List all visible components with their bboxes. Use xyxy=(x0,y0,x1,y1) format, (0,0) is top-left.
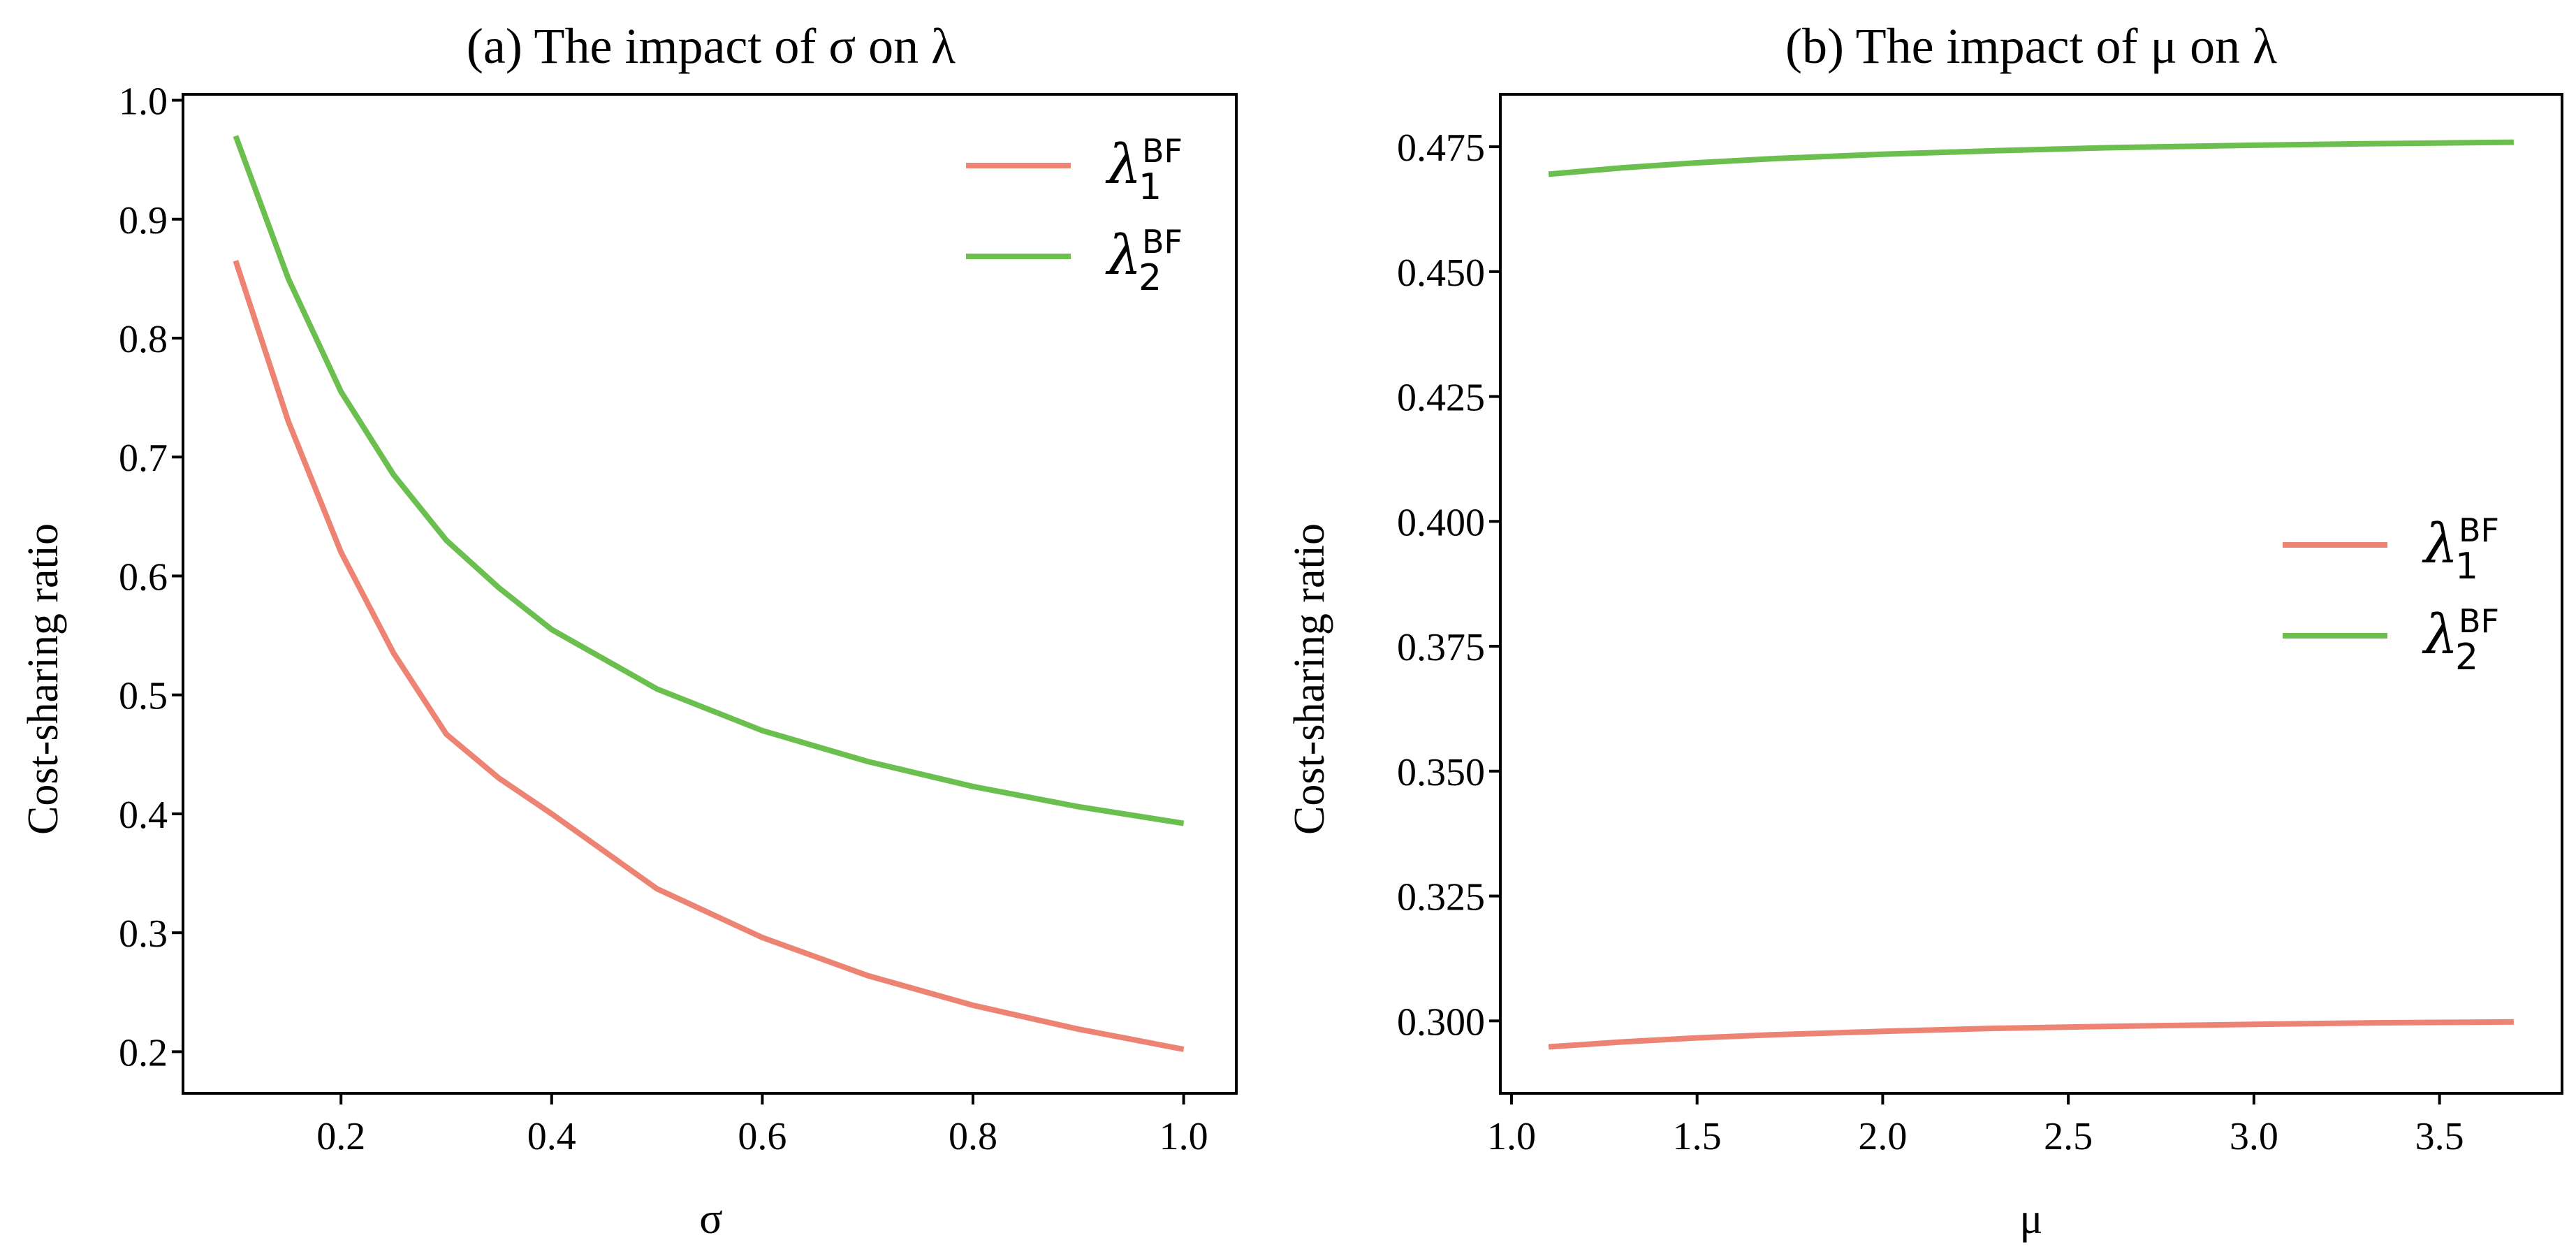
x-tick-label: 2.0 xyxy=(1858,1115,1907,1158)
legend-a-sub-2: 2 xyxy=(1139,257,1162,299)
x-tick-label: 1.5 xyxy=(1673,1115,1722,1158)
legend-b-symbol-1: λ xyxy=(2422,513,2458,576)
legend-b-sub-1: 1 xyxy=(2455,546,2478,588)
x-tick-label: 0.8 xyxy=(949,1115,997,1158)
y-tick-label: 0.475 xyxy=(1397,126,1485,170)
panel-b-title: (b) The impact of μ on λ xyxy=(1785,18,2277,74)
panel-a-xlabel: σ xyxy=(699,1195,722,1243)
series-line-2 xyxy=(233,135,1185,826)
panel-a-legend: λ BF 1 λ BF 2 xyxy=(966,132,1183,299)
panel-b: (b) The impact of μ on λ μ Cost-sharing … xyxy=(1286,18,2563,1243)
panel-a-frame xyxy=(182,93,1238,1095)
panel-b-ticks: 1.0 1.5 2.0 2.5 3.0 3.5 0.300 0.325 0.350 0.375 0.… xyxy=(1397,126,2464,1158)
y-tick-label: 0.325 xyxy=(1397,876,1485,919)
legend-a-sup-2: BF xyxy=(1142,223,1183,261)
panel-a-title: (a) The impact of σ on λ xyxy=(467,18,956,74)
x-tick-label: 0.2 xyxy=(316,1115,365,1158)
y-tick-label: 0.6 xyxy=(119,555,168,599)
x-tick-label: 0.6 xyxy=(738,1115,786,1158)
y-tick-label: 0.4 xyxy=(119,794,168,837)
y-tick-label: 0.3 xyxy=(119,912,168,956)
y-tick-label: 0.7 xyxy=(119,437,168,480)
series-line-2 xyxy=(1548,139,2514,177)
y-tick-label: 1.0 xyxy=(119,80,168,124)
y-tick-label: 0.425 xyxy=(1397,377,1485,420)
panel-b-ylabel: Cost-sharing ratio xyxy=(1286,523,1333,835)
y-tick-label: 0.450 xyxy=(1397,251,1485,295)
x-tick-label: 1.0 xyxy=(1159,1115,1208,1158)
legend-b-sup-2: BF xyxy=(2459,602,2499,640)
panel-b-legend: λ BF 1 λ BF 2 xyxy=(2283,511,2499,678)
x-tick-label: 3.5 xyxy=(2415,1115,2464,1158)
panel-a-lines xyxy=(233,135,1185,1052)
legend-b-symbol-2: λ xyxy=(2422,604,2458,666)
y-tick-label: 0.8 xyxy=(119,318,168,361)
legend-a-symbol-2: λ xyxy=(1105,224,1141,287)
panel-a-ticks: 0.2 0.4 0.6 0.8 1.0 0.2 0.3 0.4 0.5 0.6 0.7 0.8 0.9 1… xyxy=(119,80,1208,1158)
y-tick-label: 0.400 xyxy=(1397,501,1485,544)
panel-b-xlabel: μ xyxy=(2019,1195,2042,1243)
panel-b-lines xyxy=(1548,139,2514,1050)
panel-a: (a) The impact of σ on λ σ Cost-sharing … xyxy=(20,18,1238,1243)
legend-a-symbol-1: λ xyxy=(1105,133,1141,196)
x-tick-label: 0.4 xyxy=(527,1115,576,1158)
panel-b-frame xyxy=(1499,93,2563,1095)
y-tick-label: 0.300 xyxy=(1397,1000,1485,1044)
x-tick-label: 3.0 xyxy=(2230,1115,2278,1158)
legend-a-sup-1: BF xyxy=(1142,132,1183,170)
y-tick-label: 0.2 xyxy=(119,1031,168,1074)
legend-a-sub-1: 1 xyxy=(1139,166,1162,208)
legend-b-sup-1: BF xyxy=(2459,511,2499,549)
panel-a-ylabel: Cost-sharing ratio xyxy=(20,523,67,835)
x-tick-label: 1.0 xyxy=(1487,1115,1536,1158)
y-tick-label: 0.9 xyxy=(119,199,168,242)
y-tick-label: 0.375 xyxy=(1397,626,1485,669)
y-tick-label: 0.5 xyxy=(119,675,168,718)
series-line-1 xyxy=(233,260,1185,1052)
y-tick-label: 0.350 xyxy=(1397,751,1485,794)
legend-b-sub-2: 2 xyxy=(2455,636,2478,678)
x-tick-label: 2.5 xyxy=(2044,1115,2093,1158)
series-line-1 xyxy=(1548,1019,2514,1050)
